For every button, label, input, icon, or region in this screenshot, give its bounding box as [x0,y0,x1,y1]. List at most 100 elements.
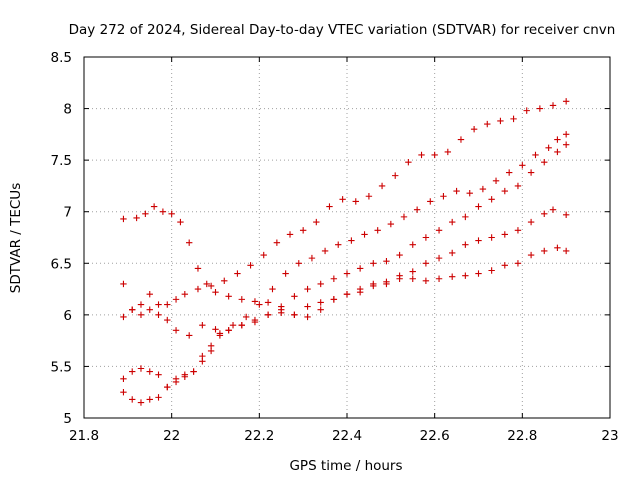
y-tick-label: 5.5 [51,359,72,375]
x-axis-label: GPS time / hours [289,458,402,474]
data-point [348,237,355,244]
data-point [510,115,517,123]
data-point [449,273,456,280]
data-point [488,234,495,241]
data-point [378,182,386,190]
data-point [361,231,368,238]
data-point [194,285,202,293]
data-point [418,151,425,159]
x-tick-label: 22.8 [507,428,537,444]
data-point [273,239,281,246]
data-point [317,280,324,288]
data-point [330,275,338,282]
data-point [190,368,197,375]
data-point [242,313,250,321]
data-point [396,251,403,259]
data-point [343,270,351,277]
data-point [146,368,153,375]
data-point [216,330,224,337]
y-tick-label: 6.5 [51,256,72,272]
data-point [409,268,416,275]
data-point [164,383,171,391]
data-point [304,285,311,293]
data-point [523,107,530,114]
data-point [330,296,338,303]
data-point [142,210,149,217]
data-point [120,313,127,321]
data-point [549,206,557,213]
data-point [549,102,557,109]
data-point [562,98,570,105]
data-point [374,227,381,234]
data-point [370,260,377,267]
data-point [181,291,189,298]
data-point [541,210,548,217]
data-point [129,368,136,375]
data-point [562,211,570,219]
data-point [484,120,491,128]
data-point [475,237,482,244]
data-point [238,321,245,329]
data-point [488,196,495,203]
data-point [286,231,294,238]
data-point [462,213,469,221]
data-point [137,301,145,308]
data-point [514,260,522,267]
data-point [449,249,456,257]
data-point [212,326,219,333]
data-point [435,254,443,262]
data-point [264,299,272,306]
x-tick-label: 23 [601,428,618,444]
data-point [172,375,180,383]
data-point [159,208,167,215]
y-tick-label: 7.5 [51,153,72,169]
data-point [466,189,473,197]
data-point [527,251,535,259]
data-point [317,306,324,313]
data-point [339,196,346,203]
data-point [129,396,136,403]
data-point [181,371,189,378]
data-point [291,311,298,319]
data-point [238,296,245,303]
data-point [313,218,320,226]
data-point [422,234,430,241]
grid [84,57,610,418]
data-point [164,301,171,308]
data-point [440,193,447,200]
data-point [470,126,478,133]
data-point [155,394,162,401]
data-point [321,247,329,255]
data-point [541,159,548,166]
y-axis-label: SDTVAR / TECUs [8,183,24,293]
data-point [457,136,465,143]
data-point [295,260,302,267]
data-point [194,265,202,272]
data-point [562,131,570,138]
data-point [444,148,452,156]
data-point [409,241,416,248]
data-point [199,352,206,360]
x-tick-label: 21.8 [69,428,99,444]
data-point [449,218,456,226]
data-point [168,210,175,217]
data-point [532,151,539,159]
data-point [155,301,162,308]
data-point [488,267,495,274]
x-tick-label: 22.4 [332,428,362,444]
data-point [304,313,311,321]
data-point [264,311,272,319]
data-point [356,265,364,272]
data-point [146,396,153,403]
data-point [387,220,395,228]
data-point [120,280,127,288]
data-point [527,169,535,176]
data-point [536,105,544,112]
data-point [260,251,267,259]
data-point [326,203,333,210]
data-point [137,311,145,319]
data-point [427,198,434,205]
data-point [137,365,145,372]
axis-ticks: 21.8 22 22.2 22.4 22.6 22.8 23 5 5.5 6 6.5 7 7.5 8 8.5 [51,50,619,444]
